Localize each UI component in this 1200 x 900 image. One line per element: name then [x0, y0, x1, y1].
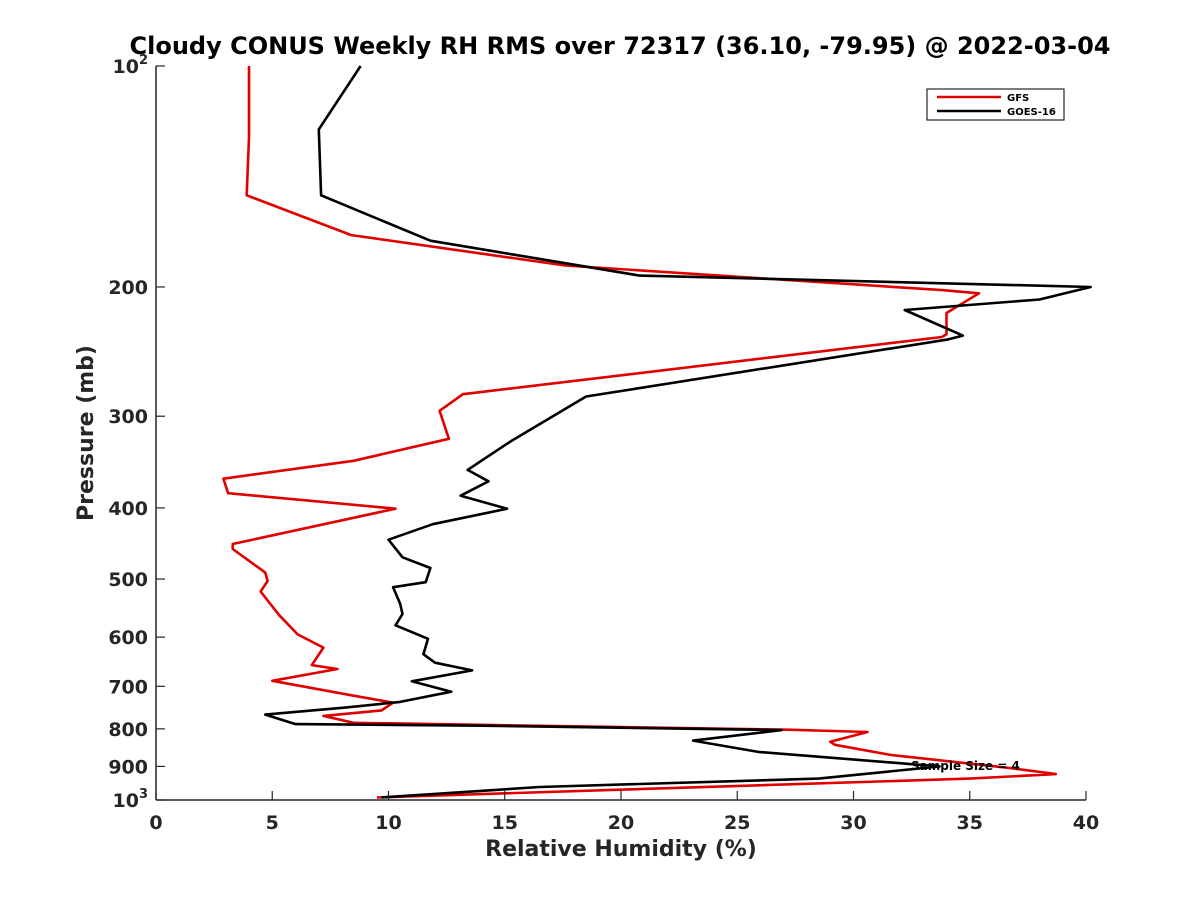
chart-title: Cloudy CONUS Weekly RH RMS over 72317 (3…: [130, 32, 1111, 60]
y-tick-label: 600: [108, 627, 148, 649]
y-tick-label: 400: [108, 498, 148, 520]
legend-label-gfs: GFS: [1007, 93, 1029, 104]
y-tick-label: 500: [108, 569, 148, 591]
x-tick-label: 5: [266, 812, 279, 834]
y-axis-label: Pressure (mb): [74, 345, 99, 521]
y-tick-label: 103: [113, 787, 149, 812]
x-ticks: 0 5 10 15 20 25 30 35 40: [149, 791, 1099, 834]
legend-label-goes16: GOES-16: [1007, 107, 1056, 118]
x-tick-label: 30: [840, 812, 866, 834]
x-tick-label: 15: [492, 812, 518, 834]
sample-size-annotation: Sample Size = 4: [911, 759, 1020, 773]
x-tick-label: 10: [375, 812, 401, 834]
legend-box: [926, 88, 1065, 121]
y-tick-label: 102: [113, 53, 149, 78]
legend: GFS GOES-16: [926, 88, 1065, 121]
y-ticks: 102 200 300 400 500 600 700 800 900 103: [108, 53, 165, 812]
x-tick-label: 0: [149, 812, 162, 834]
y-tick-label: 800: [108, 719, 148, 741]
x-tick-label: 40: [1073, 812, 1099, 834]
y-tick-label: 200: [108, 277, 148, 299]
x-axis-label: Relative Humidity (%): [485, 837, 757, 862]
y-tick-label: 300: [108, 406, 148, 428]
x-tick-label: 35: [957, 812, 983, 834]
y-tick-label: 900: [108, 756, 148, 778]
x-tick-label: 20: [608, 812, 634, 834]
y-tick-label: 700: [108, 676, 148, 698]
series-line-0: [222, 66, 1058, 799]
series-line-1: [263, 65, 1092, 799]
x-tick-label: 25: [724, 812, 750, 834]
series-layer: [222, 65, 1092, 799]
